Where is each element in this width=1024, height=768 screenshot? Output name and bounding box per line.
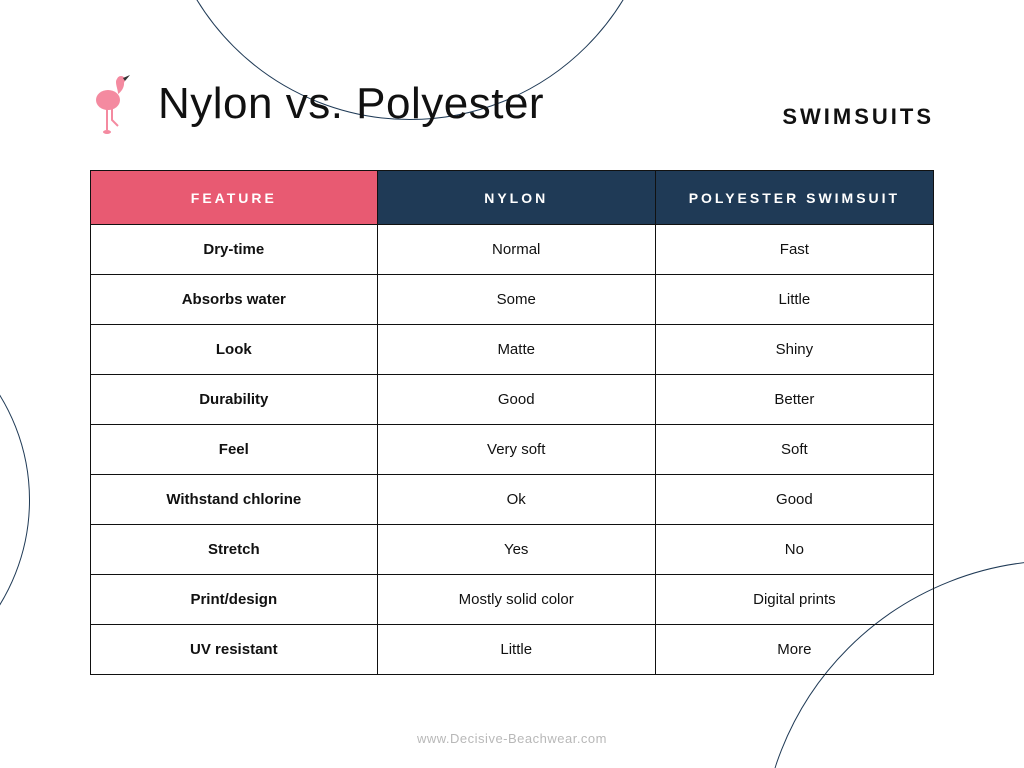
nylon-cell: Some [377,275,655,325]
feature-cell: Stretch [91,525,378,575]
polyester-cell: Digital prints [655,575,933,625]
nylon-cell: Yes [377,525,655,575]
header: Nylon vs. Polyester SWIMSUITS [90,72,934,136]
decorative-curve-left [0,300,30,700]
comparison-table-wrap: FEATURE NYLON POLYESTER SWIMSUIT Dry-tim… [90,170,934,675]
title-wrap: Nylon vs. Polyester [90,72,544,136]
table-row: Dry-time Normal Fast [91,225,934,275]
feature-cell: Print/design [91,575,378,625]
nylon-cell: Good [377,375,655,425]
table-row: Stretch Yes No [91,525,934,575]
table-row: Durability Good Better [91,375,934,425]
table-row: Feel Very soft Soft [91,425,934,475]
feature-cell: Dry-time [91,225,378,275]
polyester-cell: More [655,625,933,675]
footer-url: www.Decisive-Beachwear.com [0,731,1024,746]
feature-cell: UV resistant [91,625,378,675]
table-header-row: FEATURE NYLON POLYESTER SWIMSUIT [91,171,934,225]
nylon-cell: Very soft [377,425,655,475]
page-title: Nylon vs. Polyester [158,79,544,129]
polyester-cell: Shiny [655,325,933,375]
polyester-cell: Soft [655,425,933,475]
feature-cell: Durability [91,375,378,425]
polyester-cell: Better [655,375,933,425]
table-row: Look Matte Shiny [91,325,934,375]
column-header-feature: FEATURE [91,171,378,225]
page-subtitle: SWIMSUITS [782,104,934,136]
feature-cell: Look [91,325,378,375]
table-row: Absorbs water Some Little [91,275,934,325]
table-row: Print/design Mostly solid color Digital … [91,575,934,625]
feature-cell: Absorbs water [91,275,378,325]
nylon-cell: Mostly solid color [377,575,655,625]
table-row: UV resistant Little More [91,625,934,675]
nylon-cell: Normal [377,225,655,275]
flamingo-icon [90,72,134,136]
feature-cell: Feel [91,425,378,475]
feature-cell: Withstand chlorine [91,475,378,525]
comparison-table: FEATURE NYLON POLYESTER SWIMSUIT Dry-tim… [90,170,934,675]
polyester-cell: Good [655,475,933,525]
polyester-cell: Little [655,275,933,325]
polyester-cell: No [655,525,933,575]
nylon-cell: Matte [377,325,655,375]
table-row: Withstand chlorine Ok Good [91,475,934,525]
polyester-cell: Fast [655,225,933,275]
table-body: Dry-time Normal Fast Absorbs water Some … [91,225,934,675]
column-header-polyester: POLYESTER SWIMSUIT [655,171,933,225]
nylon-cell: Ok [377,475,655,525]
column-header-nylon: NYLON [377,171,655,225]
nylon-cell: Little [377,625,655,675]
